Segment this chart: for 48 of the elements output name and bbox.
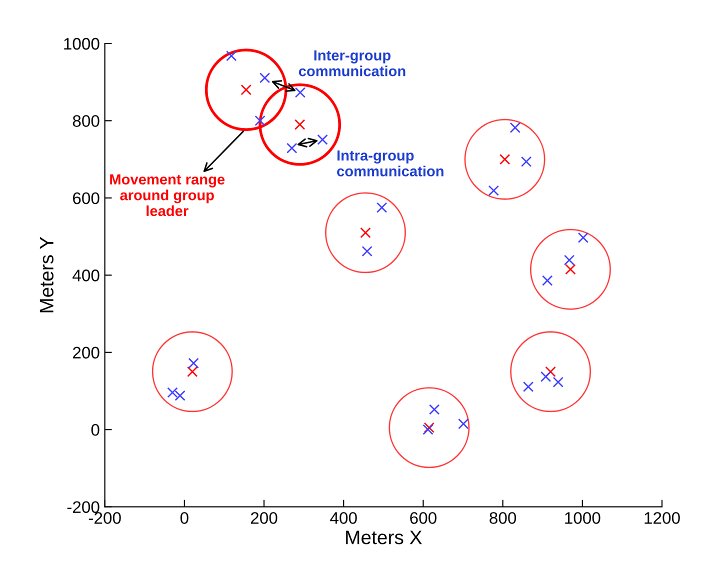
annotation: Intra-group communication: [337, 150, 444, 176]
point: [578, 232, 589, 244]
y-tick-label: -200: [67, 501, 100, 514]
point: [542, 275, 553, 286]
point: [360, 227, 371, 238]
y-axis-title: Meters Y: [40, 236, 54, 312]
y-tick-label: 0: [91, 424, 100, 436]
point: [488, 185, 500, 196]
x-tick-label: 1000: [565, 512, 600, 524]
x-tick-label: 600: [410, 512, 436, 524]
point: [565, 264, 576, 275]
point: [499, 154, 510, 165]
point: [317, 134, 328, 145]
x-tick-label: 0: [180, 512, 188, 524]
y-tick-label: 200: [73, 346, 100, 359]
y-tick-label: 400: [72, 270, 100, 282]
point: [552, 376, 564, 388]
point: [522, 381, 534, 392]
x-tick-label: 200: [250, 512, 278, 524]
point: [187, 366, 198, 378]
point: [240, 84, 252, 96]
x-tick-label: 1200: [644, 512, 680, 524]
point: [429, 404, 440, 415]
point: [540, 371, 552, 382]
point: [167, 387, 178, 398]
point: [226, 50, 237, 62]
y-tick-label: 800: [72, 115, 100, 127]
y-tick-label: 600: [73, 192, 100, 204]
point: [294, 87, 306, 98]
point: [254, 115, 266, 126]
y-tick-label: 1000: [64, 38, 100, 50]
point: [564, 254, 575, 266]
annotation: Movement range around group leader: [110, 174, 225, 216]
point: [259, 72, 270, 84]
point: [510, 122, 520, 134]
point: [458, 418, 469, 430]
point: [188, 358, 199, 369]
point: [286, 142, 298, 154]
x-tick-label: 800: [490, 512, 516, 524]
x-tick-label: 400: [330, 512, 357, 524]
point: [294, 119, 306, 130]
point: [520, 156, 532, 167]
point: [376, 202, 388, 213]
point: [362, 246, 372, 257]
x-axis-title: Meters X: [346, 530, 422, 544]
x-tick-label: -200: [88, 512, 121, 524]
point: [174, 390, 186, 401]
annotation: Inter-group communication: [298, 50, 406, 76]
